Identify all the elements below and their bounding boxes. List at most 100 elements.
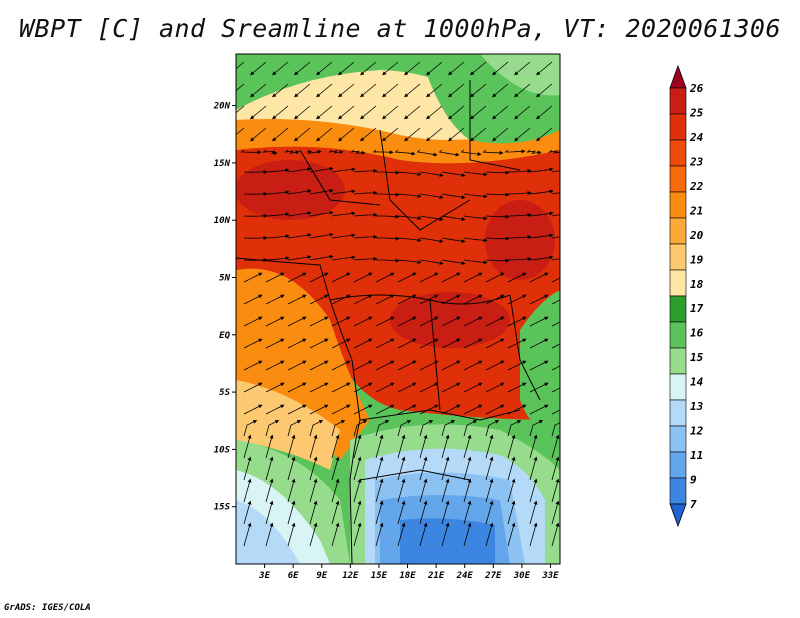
- streamline: [243, 420, 258, 437]
- streamline: [243, 434, 252, 459]
- streamline: [529, 434, 538, 459]
- streamline: [529, 456, 538, 481]
- streamline: [404, 61, 421, 76]
- colorbar-swatch: [669, 477, 687, 505]
- colorbar-bottom-arrow: [669, 503, 687, 528]
- streamline: [441, 338, 461, 349]
- colorbar-swatch: [669, 347, 687, 375]
- streamline: [287, 272, 307, 283]
- streamline: [331, 255, 356, 261]
- streamline: [265, 338, 285, 349]
- streamline: [529, 420, 544, 437]
- streamline: [309, 382, 329, 393]
- streamline: [331, 316, 351, 327]
- streamline: [507, 478, 516, 503]
- streamline: [507, 294, 527, 305]
- streamline: [441, 193, 466, 200]
- streamline: [404, 127, 421, 142]
- streamline: [309, 420, 324, 437]
- streamline: [287, 434, 296, 459]
- streamline: [551, 365, 560, 371]
- streamline: [287, 404, 307, 415]
- streamline: [375, 338, 395, 349]
- streamline: [504, 149, 526, 154]
- streamline: [265, 360, 285, 371]
- streamline: [353, 316, 373, 327]
- lon-label: 6E: [288, 571, 299, 581]
- streamline: [507, 234, 532, 239]
- colorbar-swatch: [669, 165, 687, 193]
- streamline: [397, 237, 422, 243]
- lon-label: 9E: [316, 571, 327, 581]
- streamline: [353, 434, 362, 459]
- streamline: [507, 404, 527, 415]
- streamline: [441, 360, 461, 371]
- colorbar-label: 9: [690, 474, 697, 487]
- streamline: [372, 149, 394, 155]
- streamline: [331, 522, 340, 547]
- streamline: [287, 382, 307, 393]
- streamline: [243, 456, 252, 481]
- streamline: [463, 360, 483, 371]
- streamline: [382, 127, 399, 142]
- map-figure: 20N 15N 10N 5N EQ 5S 10S 15S 3E 6E 9E 12E 15E 18E 21E…: [213, 53, 704, 581]
- streamline: [338, 83, 355, 98]
- streamline: [265, 522, 274, 547]
- streamline: [287, 189, 312, 195]
- streamline: [353, 212, 378, 217]
- streamline: [470, 127, 487, 142]
- streamline: [419, 215, 444, 222]
- streamline: [441, 259, 466, 266]
- streamline: [272, 105, 289, 120]
- streamline: [419, 478, 428, 503]
- streamline: [536, 61, 553, 76]
- colorbar-label: 11: [690, 449, 703, 462]
- streamline: [419, 294, 439, 305]
- streamline: [397, 338, 417, 349]
- streamline: [397, 500, 406, 525]
- colorbar-label: 15: [690, 351, 704, 364]
- lat-label: 5S: [219, 388, 230, 398]
- streamline: [441, 272, 461, 283]
- streamline: [463, 237, 488, 243]
- colorbar-swatch: [669, 373, 687, 401]
- streamline: [287, 316, 307, 327]
- streamline: [441, 171, 466, 178]
- streamline: [397, 171, 422, 177]
- streamline: [243, 316, 263, 327]
- streamline: [287, 255, 312, 261]
- streamline: [265, 272, 285, 283]
- streamline: [441, 382, 461, 393]
- streamline: [463, 294, 483, 305]
- streamline: [353, 234, 378, 239]
- streamline: [397, 360, 417, 371]
- streamline: [236, 61, 245, 70]
- streamline: [265, 212, 290, 217]
- streamline: [265, 404, 285, 415]
- streamline: [492, 83, 509, 98]
- streamline: [309, 188, 334, 195]
- streamline: [243, 338, 263, 349]
- streamline: [507, 456, 516, 481]
- streamline: [404, 83, 421, 98]
- streamline: [529, 500, 538, 525]
- streamline: [551, 277, 560, 283]
- streamline: [353, 294, 373, 305]
- streamline: [551, 422, 560, 437]
- streamline: [309, 404, 329, 415]
- streamline: [551, 214, 560, 217]
- streamline: [243, 404, 263, 415]
- streamline: [492, 127, 509, 142]
- lon-label: 12E: [342, 571, 359, 581]
- streamline: [394, 149, 416, 156]
- colorbar-swatch: [669, 113, 687, 141]
- streamline: [243, 522, 252, 547]
- footer-credit: GrADS: IGES/COLA: [4, 603, 91, 613]
- streamline: [419, 259, 444, 266]
- colorbar-label: 24: [689, 131, 704, 144]
- latitude-labels: 20N 15N 10N 5N EQ 5S 10S 15S: [213, 102, 236, 513]
- streamline: [463, 316, 483, 327]
- streamline: [294, 105, 311, 120]
- streamline: [529, 272, 549, 283]
- colorbar-swatch: [669, 243, 687, 271]
